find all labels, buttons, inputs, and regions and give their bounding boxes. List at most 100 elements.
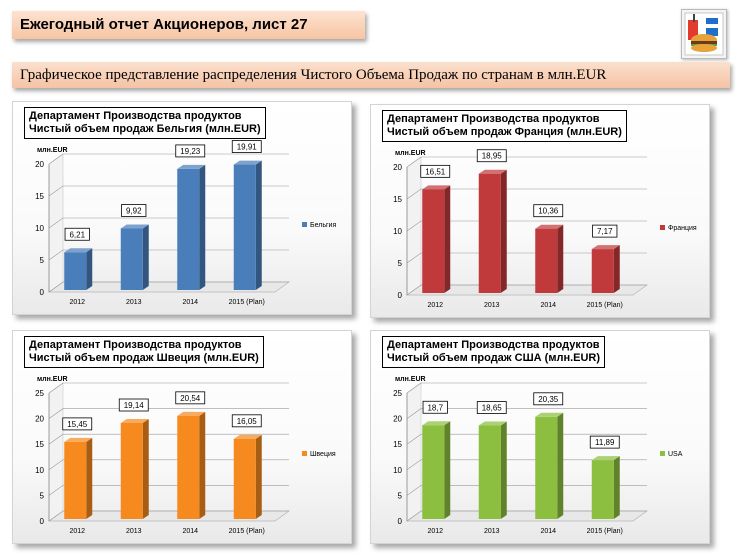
data-label: 16,05 xyxy=(237,417,258,426)
y-axis-label: млн.EUR xyxy=(37,147,68,154)
bar-top xyxy=(233,434,262,439)
bar xyxy=(120,423,143,519)
bar xyxy=(478,425,501,519)
legend-label: Швеция xyxy=(310,451,336,458)
legend-swatch xyxy=(660,451,665,456)
gridline xyxy=(48,433,289,445)
data-label: 19,14 xyxy=(124,401,145,410)
bar-side xyxy=(86,437,93,519)
gridline xyxy=(406,252,647,264)
bar-side xyxy=(557,224,564,293)
bar-top xyxy=(177,411,206,416)
data-label-box xyxy=(64,227,90,241)
bar-side xyxy=(444,421,451,519)
chart-panel-france: 0 5 10 15 20 млн.EUR 16,51 2012 18,95 2013 10,36 20… xyxy=(370,104,710,318)
bar xyxy=(233,164,256,290)
bar xyxy=(591,249,614,293)
gridline xyxy=(406,156,647,168)
bar-top xyxy=(64,248,93,253)
bar-side xyxy=(142,419,149,519)
gridline xyxy=(406,382,647,394)
bar-side xyxy=(142,224,149,290)
gridline xyxy=(48,153,289,165)
legend-swatch xyxy=(302,451,307,456)
gridline xyxy=(406,459,647,471)
x-tick-label: 2015 (Plan) xyxy=(229,528,265,535)
chart-title-line1: Департамент Производства продуктов xyxy=(387,339,600,351)
data-label: 18,65 xyxy=(482,404,503,413)
bar-top xyxy=(535,412,564,417)
bar xyxy=(591,460,614,519)
data-label: 18,95 xyxy=(482,152,503,161)
data-label-box xyxy=(231,140,262,153)
gridline xyxy=(406,220,647,232)
y-tick-label: 10 xyxy=(35,466,44,475)
y-tick-label: 10 xyxy=(393,227,402,236)
gridline xyxy=(48,408,289,419)
data-label-box xyxy=(476,149,507,163)
bar-top xyxy=(120,224,149,229)
bar-top xyxy=(591,456,620,461)
y-tick-label: 15 xyxy=(35,440,44,449)
fast-food-icon xyxy=(684,12,724,56)
y-tick-label: 0 xyxy=(40,288,45,297)
data-label-box xyxy=(589,435,620,449)
chart-side-wall xyxy=(406,382,422,522)
x-tick-label: 2013 xyxy=(484,528,500,535)
bar-side xyxy=(86,248,93,290)
y-axis-label: млн.EUR xyxy=(395,150,426,157)
bar-top xyxy=(422,421,451,426)
bar xyxy=(535,228,558,293)
page-title: Ежегодный отчет Акционеров, лист 27 xyxy=(12,11,365,39)
data-label-box xyxy=(476,401,507,414)
y-axis-label: млн.EUR xyxy=(395,376,426,383)
x-tick-label: 2014 xyxy=(182,299,198,306)
y-tick-label: 20 xyxy=(393,163,402,172)
gridline xyxy=(48,217,289,229)
chart-title: Департамент Производства продуктов Чисты… xyxy=(382,110,627,142)
chart-title-line1: Департамент Производства продуктов xyxy=(29,339,242,351)
bar-top xyxy=(64,437,93,442)
x-tick-label: 2013 xyxy=(126,528,142,535)
data-label: 20,54 xyxy=(180,394,201,403)
x-tick-label: 2012 xyxy=(69,528,85,535)
bar-top xyxy=(422,185,451,190)
data-label: 20,35 xyxy=(538,395,559,404)
gridline xyxy=(406,284,647,296)
data-label-box xyxy=(592,224,618,238)
bar xyxy=(422,425,445,519)
gridline xyxy=(48,185,289,197)
bar-side xyxy=(500,421,507,519)
gridline xyxy=(406,433,647,445)
data-label-box xyxy=(533,204,564,218)
y-tick-label: 0 xyxy=(40,517,45,526)
x-tick-label: 2015 (Plan) xyxy=(587,528,623,535)
bar-side xyxy=(199,411,206,519)
y-tick-label: 20 xyxy=(35,160,44,169)
y-tick-label: 5 xyxy=(40,491,45,500)
y-axis-label: млн.EUR xyxy=(37,376,68,383)
y-tick-label: 10 xyxy=(35,224,44,233)
data-label-box xyxy=(62,417,93,431)
gridline xyxy=(48,459,289,471)
y-tick-label: 15 xyxy=(35,192,44,201)
bar-side xyxy=(255,160,262,290)
x-tick-label: 2012 xyxy=(69,299,85,306)
gridline xyxy=(48,382,289,394)
bar-side xyxy=(500,169,507,293)
chart-side-wall xyxy=(48,382,64,522)
legend-label: Бельгия xyxy=(310,222,336,229)
gridline xyxy=(48,249,289,261)
bar xyxy=(535,416,558,519)
data-label: 9,92 xyxy=(126,207,142,216)
chart-title-line2: Чистый объем продаж Бельгия (млн.EUR) xyxy=(29,123,261,135)
bar xyxy=(177,415,200,519)
x-tick-label: 2013 xyxy=(484,302,500,309)
data-label-box xyxy=(533,392,564,406)
bar-top xyxy=(120,419,149,424)
data-label-box xyxy=(121,204,147,217)
x-tick-label: 2015 (Plan) xyxy=(587,302,623,309)
bar-top xyxy=(535,224,564,229)
bar-top xyxy=(177,164,206,169)
gridline xyxy=(48,281,289,293)
